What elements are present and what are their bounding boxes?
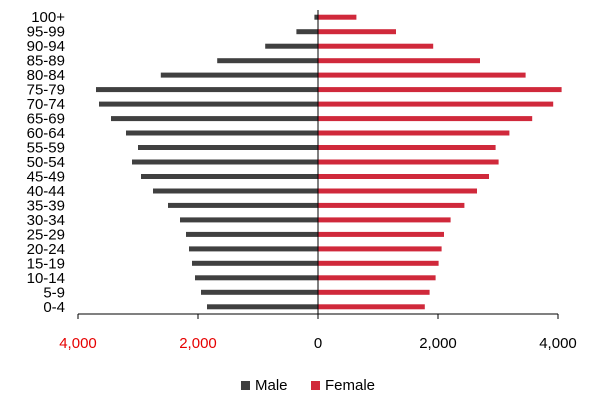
bar-male-30-34 — [180, 217, 318, 223]
legend-swatch-male — [241, 381, 250, 390]
bar-female-30-34 — [318, 217, 451, 223]
legend-label-male: Male — [255, 377, 288, 394]
category-label: 45-49 — [27, 169, 65, 186]
bar-female-55-59 — [318, 145, 496, 150]
category-label: 65-69 — [27, 111, 65, 128]
bar-female-90-94 — [318, 43, 434, 49]
bar-male-40-44 — [153, 188, 318, 194]
bar-male-85-89 — [217, 58, 318, 64]
category-label: 10-14 — [27, 270, 65, 287]
legend: Male Female — [241, 377, 375, 394]
category-label: 90-94 — [27, 38, 65, 55]
category-labels: 0-45-910-1415-1920-2425-2930-3435-3940-4… — [27, 9, 66, 316]
bar-male-55-59 — [138, 145, 318, 150]
bar-female-35-39 — [318, 202, 465, 208]
category-label: 20-24 — [27, 241, 65, 258]
bar-female-95-99 — [318, 29, 396, 35]
category-label: 5-9 — [43, 284, 65, 301]
category-label: 70-74 — [27, 96, 65, 113]
bar-male-95-99 — [296, 29, 318, 35]
bar-male-50-54 — [132, 159, 318, 165]
category-label: 100+ — [31, 9, 65, 26]
bar-female-65-69 — [318, 116, 533, 122]
bar-female-75-79 — [318, 87, 562, 93]
bar-female-40-44 — [318, 188, 477, 194]
category-label: 55-59 — [27, 140, 65, 157]
bar-female-15-19 — [318, 260, 439, 266]
bar-female-85-89 — [318, 58, 480, 64]
x-tick-label: 2,000 — [419, 335, 457, 352]
bar-female-100+ — [318, 14, 357, 20]
category-label: 0-4 — [43, 299, 65, 316]
bar-male-0-4 — [207, 304, 318, 310]
category-label: 80-84 — [27, 67, 65, 84]
bar-male-70-74 — [99, 101, 318, 107]
bars-group — [96, 14, 562, 310]
bar-male-25-29 — [186, 231, 318, 237]
bar-male-100+ — [314, 14, 318, 20]
category-label: 35-39 — [27, 197, 65, 214]
bar-male-75-79 — [96, 87, 318, 93]
bar-female-10-14 — [318, 275, 436, 281]
bar-male-15-19 — [192, 260, 318, 266]
category-label: 75-79 — [27, 82, 65, 99]
legend-label-female: Female — [325, 377, 375, 394]
bar-male-20-24 — [189, 246, 318, 252]
x-tick-label: 2,000 — [179, 335, 217, 352]
bar-female-45-49 — [318, 174, 489, 179]
x-tick-label: 4,000 — [59, 335, 97, 352]
bar-male-35-39 — [168, 202, 318, 208]
legend-swatch-female — [311, 381, 320, 390]
category-label: 60-64 — [27, 125, 65, 142]
category-label: 50-54 — [27, 154, 65, 171]
bar-female-20-24 — [318, 246, 442, 252]
category-label: 15-19 — [27, 255, 65, 272]
bar-male-10-14 — [195, 275, 318, 281]
category-label: 85-89 — [27, 53, 65, 70]
bar-female-25-29 — [318, 231, 444, 237]
bar-female-50-54 — [318, 159, 499, 165]
bar-male-5-9 — [201, 289, 318, 295]
bar-female-0-4 — [318, 304, 425, 310]
category-label: 30-34 — [27, 212, 65, 229]
bar-female-80-84 — [318, 72, 526, 78]
bar-male-60-64 — [126, 130, 318, 136]
category-label: 40-44 — [27, 183, 65, 200]
category-label: 95-99 — [27, 24, 65, 41]
category-label: 25-29 — [27, 226, 65, 243]
bar-male-65-69 — [111, 116, 318, 122]
bar-female-70-74 — [318, 101, 554, 107]
bar-male-90-94 — [265, 43, 318, 49]
bar-female-5-9 — [318, 289, 430, 295]
bar-male-80-84 — [160, 72, 318, 78]
x-tick-label: 0 — [314, 335, 322, 352]
x-axis-ticks: 4,000 2,000 0 2,000 4,000 — [59, 314, 577, 352]
bar-male-45-49 — [141, 174, 318, 179]
x-tick-label: 4,000 — [539, 335, 577, 352]
bar-female-60-64 — [318, 130, 510, 136]
